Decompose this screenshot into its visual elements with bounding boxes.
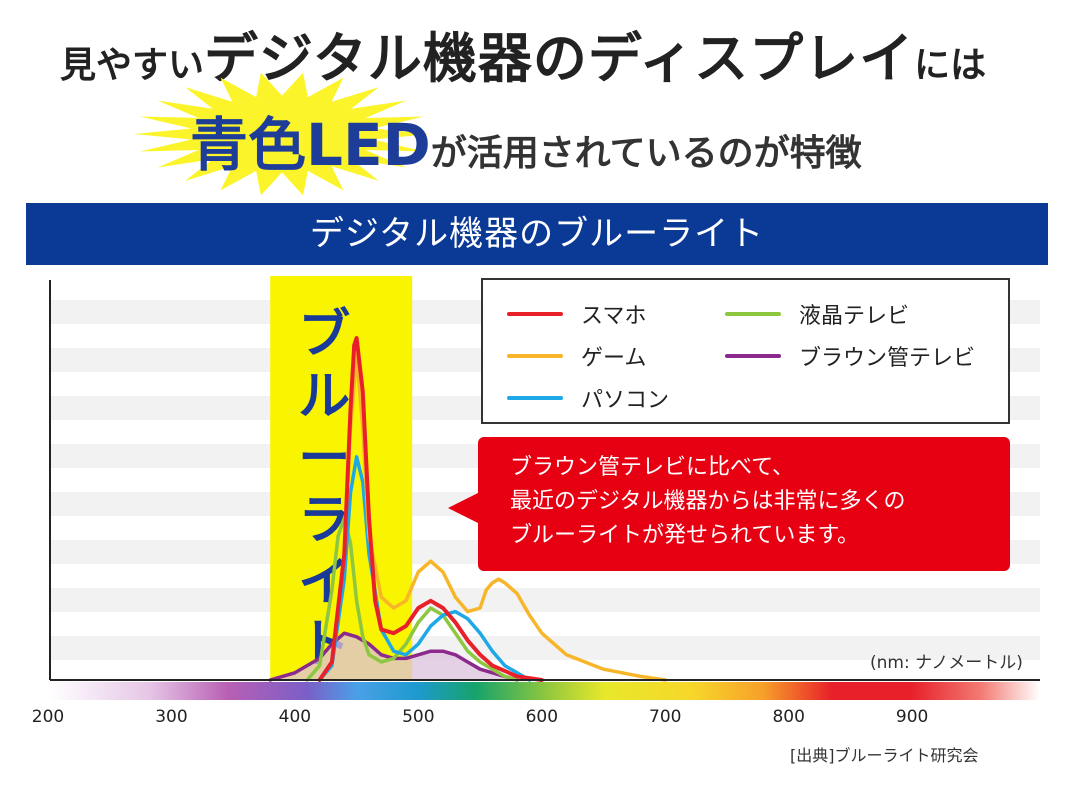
x-tick-label: 300: [155, 707, 187, 727]
legend-label: スマホ: [581, 304, 647, 329]
legend-label: 液晶テレビ: [799, 304, 910, 329]
series-line-pc: [317, 455, 532, 682]
legend-item-smartphone: スマホ: [507, 298, 646, 330]
chart-title-banner: デジタル機器のブルーライト: [26, 203, 1048, 265]
callout-line-2: 最近のデジタル機器からは非常に多くの: [510, 489, 906, 514]
series-line-game: [317, 354, 668, 682]
headline-line1-suffix: には: [914, 45, 987, 86]
headline: 見やすいデジタル機器のディスプレイには 青色LEDが活用されているのが特徴: [0, 0, 1080, 200]
legend-label: ゲーム: [581, 346, 647, 371]
grid-stripe: [50, 636, 1040, 660]
callout-line-1: ブラウン管テレビに比べて、: [510, 455, 795, 480]
x-tick-label: 400: [279, 707, 311, 727]
x-tick-label: 900: [896, 707, 928, 727]
series-line-crt-tv: [268, 631, 519, 682]
headline-line1-prefix: 見やすい: [60, 45, 205, 86]
series-line-smartphone: [317, 336, 544, 682]
x-tick-label: 500: [402, 707, 434, 727]
legend-item-game: ゲーム: [507, 340, 646, 372]
x-axis-unit-label: (nm: ナノメートル): [870, 653, 1023, 673]
grid-stripe: [50, 588, 1040, 612]
legend-swatch: [507, 354, 563, 358]
legend-swatch: [507, 312, 563, 316]
headline-line2-rest: が活用されているのが特徴: [430, 133, 862, 174]
chart-legend: スマホ ゲーム パソコン 液晶テレビ ブラウン管テレビ: [481, 278, 1010, 424]
series-line-lcd-tv: [305, 516, 519, 682]
legend-label: ブラウン管テレビ: [799, 346, 976, 371]
headline-line2: 青色LEDが活用されているのが特徴: [190, 98, 862, 182]
legend-item-lcd-tv: 液晶テレビ: [725, 298, 909, 330]
callout-pointer: [448, 492, 480, 524]
legend-item-pc: パソコン: [507, 382, 669, 414]
legend-label: パソコン: [581, 388, 670, 413]
headline-line2-emphasis: 青色LED: [190, 111, 431, 179]
callout-line-3: ブルーライトが発せられています。: [510, 523, 860, 548]
x-tick-label: 800: [772, 707, 804, 727]
legend-swatch: [507, 396, 563, 400]
wavelength-spectrum-bar: [50, 682, 1040, 700]
x-tick-label: 600: [526, 707, 558, 727]
legend-swatch: [725, 312, 781, 316]
starburst-icon: [134, 72, 430, 196]
legend-swatch: [725, 354, 781, 358]
headline-line1-emphasis: デジタル機器のディスプレイ: [204, 27, 915, 90]
x-tick-label: 200: [32, 707, 64, 727]
source-citation: [出典]ブルーライト研究会: [790, 746, 979, 765]
x-tick-label: 700: [649, 707, 681, 727]
headline-line1: 見やすいデジタル機器のディスプレイには: [60, 14, 986, 93]
legend-item-crt-tv: ブラウン管テレビ: [725, 340, 975, 372]
callout-box: ブラウン管テレビに比べて、 最近のデジタル機器からは非常に多くの ブルーライトが…: [478, 437, 1010, 571]
